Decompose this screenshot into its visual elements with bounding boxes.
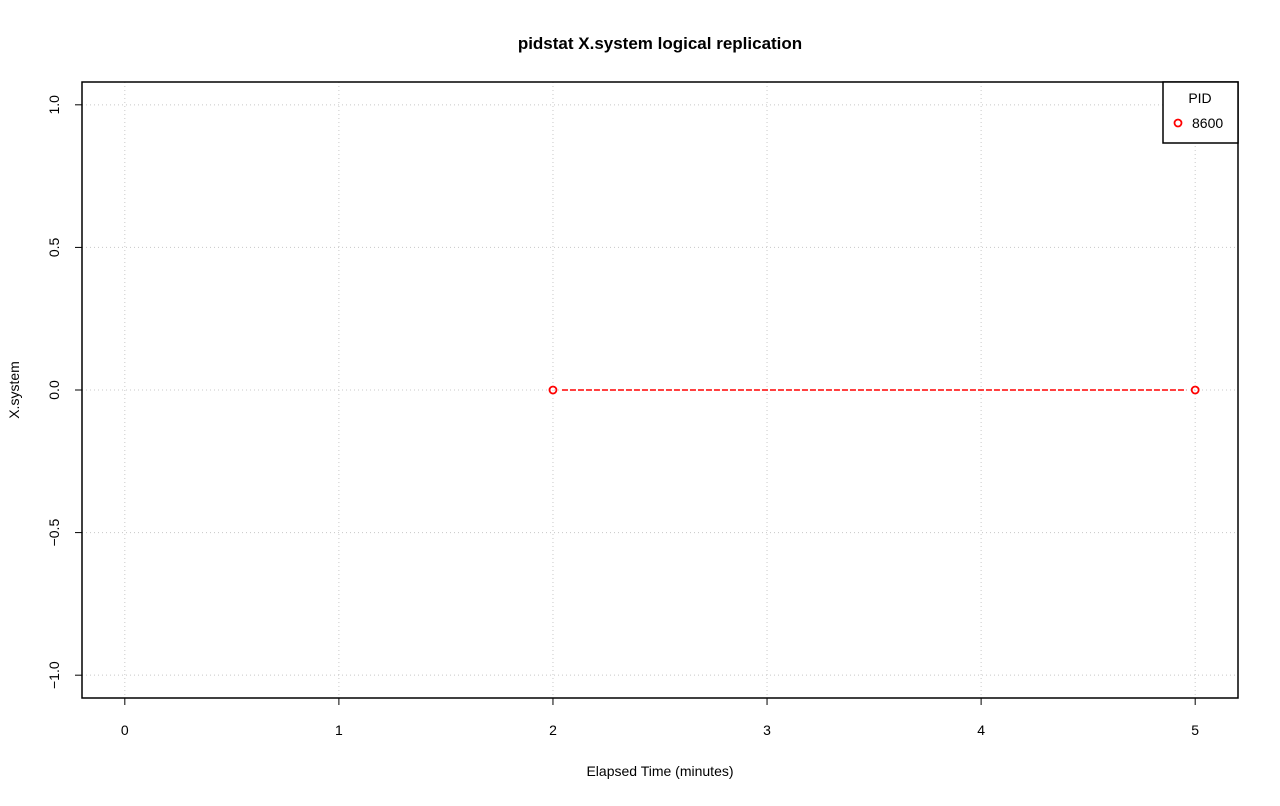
legend-entry-label: 8600 <box>1192 115 1223 131</box>
x-tick-label: 5 <box>1191 722 1199 738</box>
y-tick-label: 0.0 <box>46 380 62 400</box>
data-point <box>1190 385 1200 395</box>
legend-title: PID <box>1188 90 1211 106</box>
x-tick-label: 2 <box>549 722 557 738</box>
x-tick-label: 1 <box>335 722 343 738</box>
series-group <box>548 385 1200 395</box>
y-tick-label: 0.5 <box>46 237 62 257</box>
data-point <box>548 385 558 395</box>
chart-title: pidstat X.system logical replication <box>518 34 802 53</box>
y-tick-label: −1.0 <box>46 661 62 689</box>
legend: PID 8600 <box>1162 81 1239 144</box>
x-tick-label: 4 <box>977 722 985 738</box>
legend-box <box>1162 81 1239 144</box>
x-tick-label: 3 <box>763 722 771 738</box>
legend-marker <box>1173 118 1183 128</box>
x-axis-label: Elapsed Time (minutes) <box>586 763 733 779</box>
x-axis: 0 1 2 3 4 5 <box>121 698 1199 738</box>
y-tick-label: −0.5 <box>46 519 62 547</box>
y-tick-label: 1.0 <box>46 95 62 115</box>
y-axis-label: X.system <box>6 361 22 419</box>
x-tick-label: 0 <box>121 722 129 738</box>
y-axis: −1.0 −0.5 0.0 0.5 1.0 <box>46 95 82 689</box>
